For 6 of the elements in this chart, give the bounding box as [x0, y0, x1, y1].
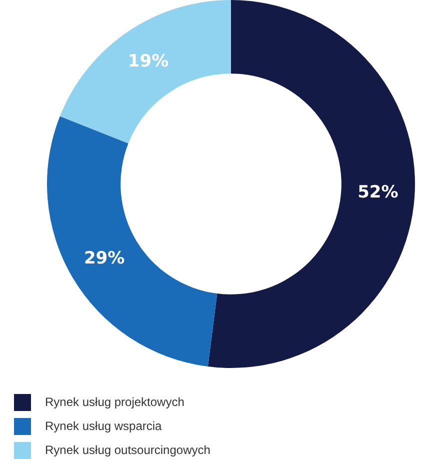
legend-label: Rynek usług outsourcingowych — [45, 443, 210, 457]
legend-label: Rynek usług wsparcia — [45, 419, 162, 433]
legend-label: Rynek usług projektowych — [45, 395, 184, 409]
data-label: 52% — [358, 182, 398, 203]
data-label: 19% — [128, 52, 169, 72]
data-label: 29% — [84, 248, 125, 268]
